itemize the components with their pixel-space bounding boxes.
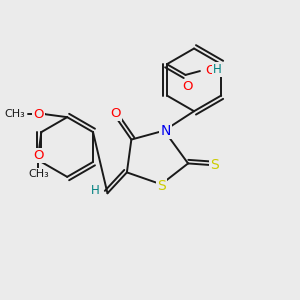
Text: CH₃: CH₃ bbox=[28, 169, 49, 179]
Text: O: O bbox=[205, 64, 216, 77]
Text: O: O bbox=[33, 149, 44, 162]
Text: O: O bbox=[110, 107, 121, 120]
Text: N: N bbox=[160, 124, 171, 138]
Text: S: S bbox=[157, 179, 166, 193]
Text: N: N bbox=[160, 124, 171, 138]
Text: H: H bbox=[91, 184, 100, 197]
Text: O: O bbox=[182, 80, 193, 93]
Text: H: H bbox=[212, 63, 221, 76]
Text: O: O bbox=[33, 108, 44, 121]
Text: CH₃: CH₃ bbox=[4, 109, 26, 119]
Text: S: S bbox=[210, 158, 219, 172]
